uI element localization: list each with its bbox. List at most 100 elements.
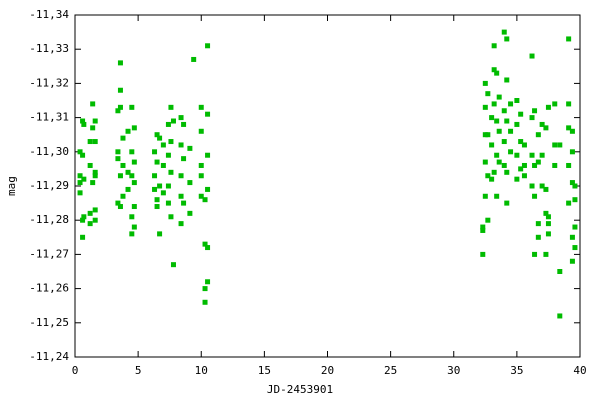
- point: [514, 121, 520, 127]
- point: [539, 152, 545, 158]
- point: [529, 152, 535, 158]
- point: [552, 101, 558, 107]
- point: [87, 221, 93, 227]
- point: [485, 91, 491, 97]
- point: [504, 118, 510, 124]
- point: [77, 190, 83, 196]
- point: [117, 204, 123, 210]
- point: [501, 29, 507, 35]
- point: [529, 115, 535, 121]
- point: [181, 200, 187, 206]
- plot-frame: [74, 14, 581, 358]
- point: [529, 53, 535, 59]
- point: [87, 210, 93, 216]
- point: [80, 118, 86, 124]
- point: [170, 118, 176, 124]
- point: [154, 204, 160, 210]
- x-axis-title: JD-2453901: [267, 383, 333, 396]
- point: [157, 183, 163, 189]
- point: [491, 67, 497, 73]
- point: [115, 108, 121, 114]
- y-tick-label: -11,27: [29, 247, 69, 260]
- point: [87, 139, 93, 145]
- point: [77, 173, 83, 179]
- point: [518, 139, 524, 145]
- point: [514, 98, 520, 103]
- point: [198, 162, 204, 168]
- point: [165, 121, 171, 127]
- point: [115, 200, 121, 206]
- point: [545, 104, 551, 110]
- point: [129, 173, 135, 179]
- x-tick-label: 15: [258, 364, 271, 377]
- point: [168, 214, 174, 220]
- point: [129, 231, 135, 237]
- point: [489, 115, 495, 121]
- point: [514, 176, 520, 182]
- y-tick-label: -11,33: [29, 42, 69, 55]
- point: [521, 142, 527, 148]
- point: [539, 183, 545, 189]
- point: [125, 128, 131, 134]
- point: [129, 149, 135, 155]
- point: [202, 241, 208, 247]
- point: [152, 173, 158, 179]
- point: [165, 200, 171, 206]
- point: [518, 111, 524, 117]
- point: [514, 152, 520, 158]
- point: [501, 139, 507, 145]
- point: [482, 132, 488, 138]
- point: [508, 149, 514, 155]
- point: [117, 60, 123, 66]
- point: [178, 115, 184, 121]
- point: [178, 193, 184, 199]
- point: [205, 279, 211, 285]
- point: [157, 231, 163, 237]
- point: [154, 197, 160, 203]
- point: [77, 180, 83, 186]
- point: [115, 149, 121, 155]
- point: [489, 142, 495, 148]
- point: [117, 104, 123, 110]
- point: [187, 210, 193, 216]
- point: [202, 197, 208, 203]
- y-axis-title: mag: [5, 176, 18, 196]
- point: [535, 221, 541, 227]
- point: [566, 101, 572, 107]
- point: [482, 80, 488, 86]
- point: [187, 180, 193, 186]
- point: [569, 180, 575, 186]
- y-tick-label: -11,32: [29, 76, 69, 89]
- point: [92, 139, 98, 145]
- point: [77, 149, 83, 155]
- x-tick-label: 10: [195, 364, 208, 377]
- point: [508, 128, 514, 134]
- y-tick-label: -11,25: [29, 316, 69, 329]
- point: [532, 108, 538, 114]
- point: [92, 118, 98, 124]
- point: [120, 193, 126, 199]
- point: [202, 286, 208, 292]
- point: [154, 159, 160, 165]
- point: [569, 149, 575, 155]
- point: [170, 262, 176, 268]
- point: [485, 173, 491, 179]
- point: [566, 36, 572, 42]
- point: [81, 121, 87, 127]
- point: [198, 128, 204, 134]
- point: [92, 169, 98, 175]
- x-tick-label: 30: [447, 364, 460, 377]
- point: [87, 162, 93, 168]
- point: [129, 104, 135, 110]
- point: [165, 183, 171, 189]
- point: [165, 152, 171, 158]
- point: [129, 214, 135, 220]
- point: [92, 207, 98, 213]
- point: [131, 204, 137, 210]
- point: [569, 258, 575, 264]
- point: [543, 186, 549, 192]
- point: [81, 176, 87, 182]
- point: [572, 183, 578, 189]
- y-tick-label: -11,29: [29, 179, 69, 192]
- point: [501, 108, 507, 114]
